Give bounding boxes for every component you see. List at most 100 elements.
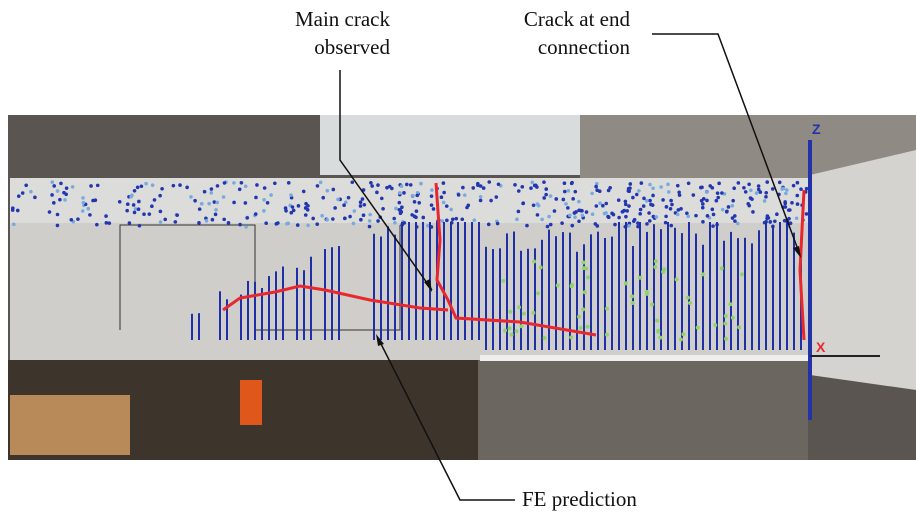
fe-crack-mark bbox=[638, 276, 642, 280]
fe-crack-mark bbox=[732, 186, 736, 190]
fe-crack-mark bbox=[390, 187, 394, 191]
fe-crack-mark bbox=[413, 200, 417, 204]
fe-crack-mark bbox=[661, 270, 665, 274]
fe-crack-mark bbox=[501, 279, 505, 283]
fe-crack-mark bbox=[637, 189, 641, 193]
fe-crack-mark bbox=[554, 197, 558, 201]
fe-crack-mark bbox=[613, 223, 617, 227]
fe-crack-mark bbox=[625, 209, 629, 213]
fe-crack-mark bbox=[603, 212, 607, 216]
fe-crack-mark bbox=[712, 213, 716, 217]
fe-crack-mark bbox=[368, 225, 372, 229]
fe-crack-mark bbox=[63, 198, 67, 202]
fe-crack-mark bbox=[342, 203, 346, 207]
fe-crack-mark bbox=[715, 199, 719, 203]
fe-crack-mark bbox=[430, 203, 434, 207]
fe-crack-mark bbox=[658, 336, 662, 340]
fe-crack-mark bbox=[764, 191, 768, 195]
fe-crack-mark bbox=[775, 212, 779, 216]
fe-crack-mark bbox=[782, 187, 786, 191]
fe-crack-mark bbox=[724, 314, 728, 318]
fe-crack-mark bbox=[686, 296, 690, 300]
end-wall bbox=[810, 150, 916, 390]
fe-crack-mark bbox=[325, 218, 329, 222]
fe-crack-mark bbox=[193, 199, 197, 203]
fe-crack-mark bbox=[598, 201, 602, 205]
fe-crack-mark bbox=[210, 187, 214, 191]
fe-crack-mark bbox=[209, 191, 213, 195]
fe-crack-mark bbox=[805, 212, 809, 216]
fe-crack-mark bbox=[163, 218, 167, 222]
fe-crack-mark bbox=[605, 307, 609, 311]
fe-crack-mark bbox=[785, 188, 789, 192]
fe-crack-mark bbox=[560, 221, 564, 225]
cone bbox=[240, 380, 262, 425]
fe-crack-mark bbox=[768, 220, 772, 224]
fe-crack-mark bbox=[553, 209, 557, 213]
fe-crack-mark bbox=[676, 184, 680, 188]
fe-crack-mark bbox=[531, 311, 535, 315]
fe-crack-mark bbox=[783, 200, 787, 204]
fe-crack-mark bbox=[744, 190, 748, 194]
fe-crack-mark bbox=[151, 183, 155, 187]
fe-crack-mark bbox=[266, 201, 270, 205]
fe-crack-mark bbox=[664, 215, 668, 219]
fe-crack-mark bbox=[667, 190, 671, 194]
fe-crack-mark bbox=[347, 196, 351, 200]
fe-crack-mark bbox=[289, 211, 293, 215]
fe-crack-mark bbox=[445, 219, 449, 223]
fe-crack-mark bbox=[581, 214, 585, 218]
fe-crack-mark bbox=[566, 206, 570, 210]
fe-crack-mark bbox=[713, 323, 717, 327]
fe-crack-mark bbox=[686, 215, 690, 219]
fe-crack-mark bbox=[681, 332, 685, 336]
fe-crack-mark bbox=[148, 212, 152, 216]
fe-crack-mark bbox=[137, 207, 141, 211]
fe-crack-mark bbox=[513, 183, 517, 187]
fe-crack-mark bbox=[158, 194, 162, 198]
beam-soffit bbox=[480, 355, 810, 361]
fe-crack-mark bbox=[645, 222, 649, 226]
fe-crack-mark bbox=[544, 193, 548, 197]
fe-crack-mark bbox=[326, 189, 330, 193]
fe-crack-mark bbox=[586, 275, 590, 279]
fe-crack-mark bbox=[728, 302, 732, 306]
fe-crack-mark bbox=[783, 219, 787, 223]
fe-crack-mark bbox=[582, 260, 586, 264]
fe-crack-mark bbox=[214, 213, 218, 217]
fe-crack-mark bbox=[582, 266, 586, 270]
fe-crack-mark bbox=[688, 301, 692, 305]
fe-crack-mark bbox=[578, 326, 582, 330]
fe-crack-mark bbox=[573, 215, 577, 219]
fe-crack-mark bbox=[144, 182, 148, 186]
fe-crack-mark bbox=[211, 218, 215, 222]
fe-crack-mark bbox=[653, 265, 657, 269]
fe-crack-mark bbox=[654, 215, 658, 219]
fe-crack-mark bbox=[244, 184, 248, 188]
fe-crack-mark bbox=[376, 183, 380, 187]
fe-crack-mark bbox=[747, 204, 751, 208]
fe-crack-mark bbox=[701, 202, 705, 206]
fe-crack-mark bbox=[430, 194, 434, 198]
fe-crack-mark bbox=[316, 184, 320, 188]
fe-crack-mark bbox=[297, 204, 301, 208]
fe-crack-mark bbox=[723, 321, 727, 325]
fe-crack-mark bbox=[296, 223, 300, 227]
fe-crack-mark bbox=[503, 329, 507, 333]
fe-crack-mark bbox=[126, 202, 130, 206]
fe-crack-mark bbox=[88, 213, 92, 217]
fe-crack-mark bbox=[525, 224, 529, 228]
fe-crack-mark bbox=[604, 202, 608, 206]
fe-crack-mark bbox=[708, 184, 712, 188]
fe-crack-mark bbox=[232, 201, 236, 205]
fe-crack-mark bbox=[287, 181, 291, 185]
background-light bbox=[320, 115, 580, 175]
fe-crack-mark bbox=[656, 330, 660, 334]
fe-crack-mark bbox=[71, 185, 75, 189]
fe-crack-mark bbox=[638, 212, 642, 216]
fe-crack-mark bbox=[487, 223, 491, 227]
fe-crack-mark bbox=[159, 220, 163, 224]
fe-crack-mark bbox=[755, 191, 759, 195]
fe-crack-mark bbox=[642, 204, 646, 208]
fe-crack-mark bbox=[699, 186, 703, 190]
